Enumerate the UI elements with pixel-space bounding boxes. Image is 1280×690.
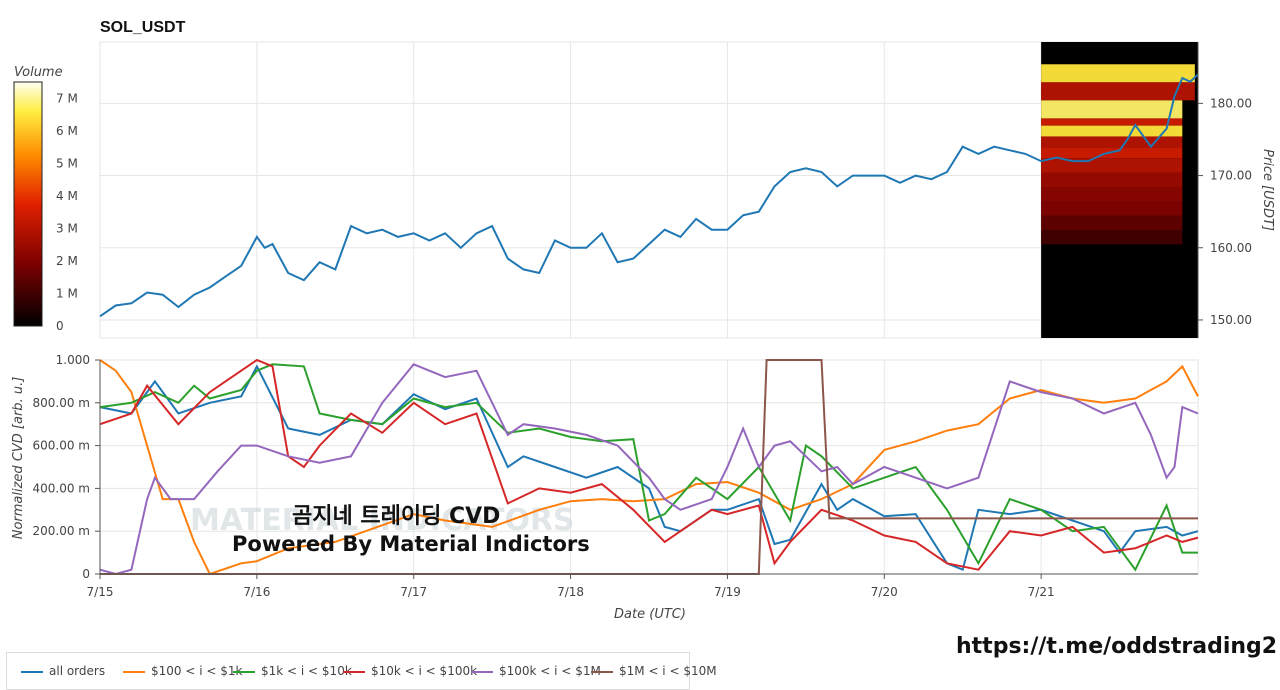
heatmap-band (1041, 215, 1183, 231)
cvd-tick-label: 400.00 m (33, 481, 91, 495)
heatmap-band (1041, 158, 1183, 173)
legend-label: $1M < i < $10M (619, 664, 717, 678)
overlay-title: 곰지네 트레이딩 CVD (292, 504, 501, 529)
cvd-line--10k-i-100k (99, 358, 1199, 571)
cvd-tick-label: 0 (82, 567, 90, 581)
cvd-tick-label: 800.00 m (33, 396, 91, 410)
cvd-tick-label: 1.000 (56, 353, 90, 367)
colorbar-tick: 2 M (56, 254, 78, 268)
heatmap-band (1041, 64, 1195, 83)
cvd-y-label: Normalized CVD [arb. u.] (11, 377, 26, 540)
cvd-line--1k-i-10k (99, 363, 1198, 572)
legend-swatch (21, 670, 43, 673)
cvd-x-tick-label: 7/16 (243, 585, 270, 599)
legend-label: $100 < i < $1k (151, 664, 243, 678)
legend-item[interactable]: $100 < i < $1k (123, 664, 242, 678)
price-y-label: Price [USDT] (1260, 149, 1275, 231)
legend-label: $1k < i < $10k (261, 664, 352, 678)
cvd-line--100k-i-1m (99, 363, 1199, 576)
heatmap-band (1041, 125, 1183, 137)
colorbar-tick: 0 (56, 319, 64, 333)
colorbar-tick: 6 M (56, 124, 78, 138)
cvd-tick-label: 600.00 m (33, 439, 91, 453)
colorbar-tick: 7 M (56, 91, 78, 105)
overlay-subtitle: Powered By Material Indictors (232, 532, 590, 556)
colorbar-ticks: 0 1 M 2 M 3 M 4 M 5 M 6 M 7 M (56, 91, 78, 333)
legend-item[interactable]: $1k < i < $10k (233, 664, 352, 678)
legend: all orders $100 < i < $1k $1k < i < $10k $1… (6, 652, 717, 690)
heatmap-band (1041, 230, 1183, 245)
colorbar-tick: 1 M (56, 286, 78, 300)
price-tick-label: 170.00 (1210, 169, 1252, 183)
pair-title: SOL_USDT (100, 19, 186, 36)
cvd-x-tick-label: 7/15 (87, 585, 114, 599)
legend-swatch (233, 670, 255, 673)
cvd-x-ticks: 7/15 7/16 7/17 7/18 7/19 7/20 7/21 (87, 573, 1198, 599)
legend-item[interactable]: $1M < i < $10M (591, 664, 717, 678)
legend-swatch (471, 670, 493, 673)
cvd-x-label: Date (UTC) (614, 607, 686, 622)
liquidity-heatmap (1041, 42, 1198, 338)
colorbar-tick: 3 M (56, 221, 78, 235)
legend-item[interactable]: all orders (21, 664, 105, 678)
cvd-x-tick-label: 7/21 (1028, 585, 1055, 599)
cvd-tick-label: 200.00 m (33, 524, 91, 538)
legend-swatch (123, 670, 145, 673)
legend-item[interactable]: $100k < i < $1M (471, 664, 601, 678)
colorbar-label: Volume (14, 65, 63, 80)
legend-item[interactable]: $10k < i < $100k (343, 664, 477, 678)
cvd-series (99, 358, 1199, 576)
cvd-grid (99, 359, 1199, 575)
heatmap-band (1041, 187, 1183, 202)
legend-swatch (591, 670, 613, 673)
legend-label: $100k < i < $1M (499, 664, 601, 678)
price-series (99, 73, 1199, 318)
legend-label: all orders (49, 664, 106, 678)
legend-swatch (343, 670, 365, 673)
price-tick-label: 160.00 (1210, 241, 1252, 255)
cvd-x-tick-label: 7/18 (557, 585, 584, 599)
heatmap-band (1041, 201, 1183, 216)
cvd-y-ticks: 0 200.00 m 400.00 m 600.00 m 800.00 m 1.000 (33, 353, 101, 581)
heatmap-band (1041, 172, 1183, 187)
cvd-x-tick-label: 7/17 (400, 585, 427, 599)
legend-label: $10k < i < $100k (371, 664, 478, 678)
price-plot-area (99, 41, 1199, 339)
price-grid (99, 41, 1199, 339)
cvd-x-tick-label: 7/20 (871, 585, 898, 599)
cvd-line--100-i-1k (99, 359, 1199, 576)
telegram-link[interactable]: https://t.me/oddstrading2 (956, 634, 1278, 659)
colorbar (13, 81, 43, 327)
colorbar-tick: 5 M (56, 156, 78, 170)
heatmap-band (1041, 136, 1183, 148)
price-tick-label: 150.00 (1210, 313, 1252, 327)
heatmap-band (1041, 82, 1195, 101)
price-y-ticks: 150.00 160.00 170.00 180.00 (1197, 42, 1252, 338)
price-tick-label: 180.00 (1210, 96, 1252, 110)
heatmap-band (1041, 100, 1183, 119)
heatmap-band (1041, 118, 1183, 126)
cvd-x-tick-label: 7/19 (714, 585, 741, 599)
colorbar-tick: 4 M (56, 189, 78, 203)
price-line (99, 73, 1199, 318)
